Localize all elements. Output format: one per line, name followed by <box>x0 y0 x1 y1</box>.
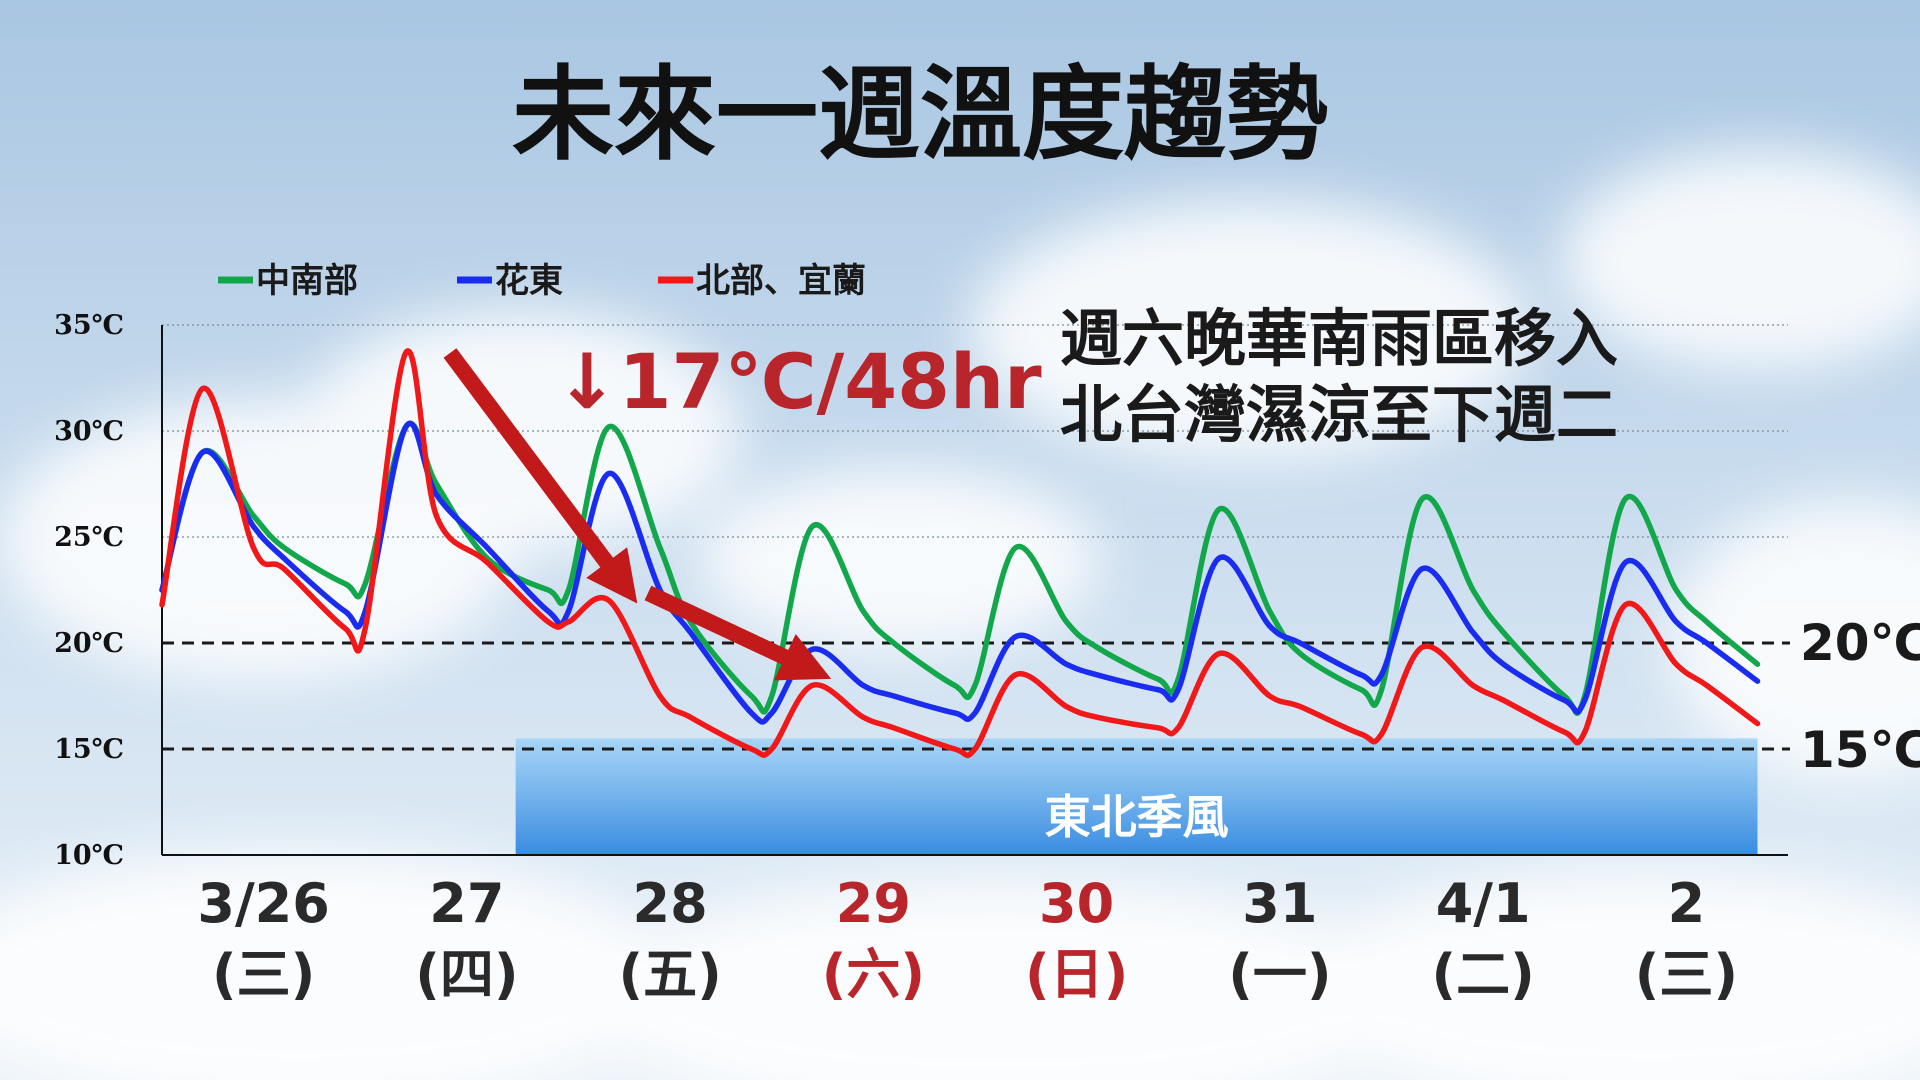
x-tick-weekday: (四) <box>415 943 518 1006</box>
ref-label-15: 15℃ <box>1800 721 1920 779</box>
monsoon-band-label: 東北季風 <box>1045 790 1229 844</box>
x-tick-weekday: (六) <box>822 943 925 1006</box>
x-tick-date: 3/26 <box>197 872 329 935</box>
x-tick-date: 29 <box>836 872 911 935</box>
x-tick-weekday: (日) <box>1025 943 1128 1006</box>
monsoon-band-layer: 東北季風 <box>515 738 1758 855</box>
y-tick-label: 35℃ <box>54 310 124 341</box>
series-layer <box>159 348 1761 759</box>
monsoon-band <box>515 738 1758 855</box>
y-tick-label: 25℃ <box>54 522 124 553</box>
forecast-note-line-2: 北台灣濕涼至下週二 <box>1060 378 1618 451</box>
x-tick-date: 28 <box>633 872 708 935</box>
x-axis-labels: 3/26 (三) 27 (四) 28 (五) 29 (六) 30 (日) 31 (一) 4/1 (二) 2 (… <box>197 872 1738 1006</box>
ref-label-20: 20℃ <box>1800 614 1920 672</box>
legend-label: 花東 <box>495 261 563 301</box>
legend: 中南部 花東 北部、宜蘭 <box>218 261 866 301</box>
x-tick-weekday: (五) <box>618 943 721 1006</box>
x-tick-weekday: (二) <box>1431 943 1534 1006</box>
y-tick-label: 10℃ <box>54 840 124 871</box>
x-tick-date: 2 <box>1668 872 1706 935</box>
x-tick-date: 30 <box>1039 872 1114 935</box>
grid-layer <box>162 324 1790 751</box>
y-tick-label: 20℃ <box>54 628 124 659</box>
drop-annotation: ↓17℃/48hr <box>555 337 1042 426</box>
series-line-3 <box>159 348 1761 759</box>
trend-arrows <box>443 348 832 681</box>
trend-arrow-2 <box>644 585 832 681</box>
x-tick-weekday: (三) <box>212 943 315 1006</box>
y-tick-label: 15℃ <box>54 734 124 765</box>
legend-label: 中南部 <box>256 261 358 301</box>
forecast-note-line-1: 週六晚華南雨區移入 <box>1060 302 1618 375</box>
x-tick-date: 4/1 <box>1436 872 1531 935</box>
legend-label: 北部、宜蘭 <box>696 261 866 301</box>
series-line-2 <box>159 420 1761 725</box>
x-tick-weekday: (三) <box>1635 943 1738 1006</box>
cloud-decoration <box>0 150 1920 1080</box>
x-tick-weekday: (一) <box>1228 943 1331 1006</box>
x-tick-date: 31 <box>1242 872 1317 935</box>
trend-arrow-1 <box>443 348 638 604</box>
x-tick-date: 27 <box>429 872 504 935</box>
axes-layer: 10℃ 15℃ 20℃ 25℃ 30℃ 35℃ <box>54 310 1788 871</box>
chart-title: 未來一週溫度趨勢 <box>512 56 1328 175</box>
y-tick-label: 30℃ <box>54 416 124 447</box>
